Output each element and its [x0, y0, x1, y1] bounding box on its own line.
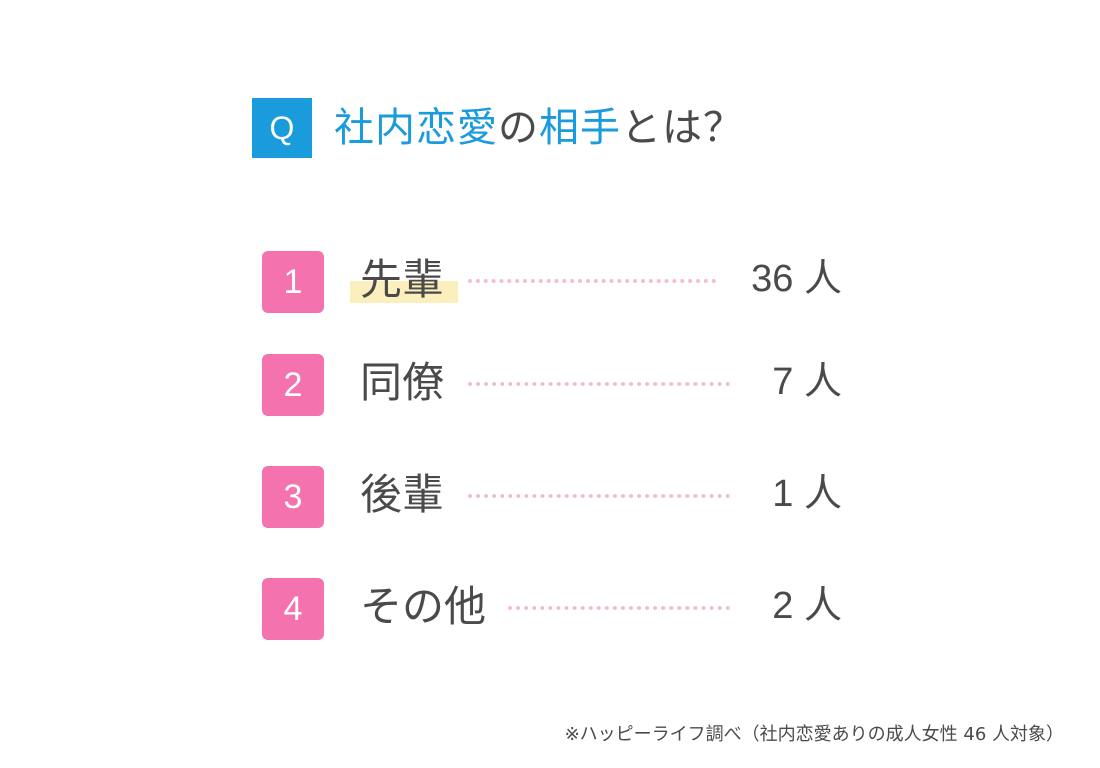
rank-number: 4	[262, 578, 324, 640]
rank-value: 1 人	[772, 473, 842, 515]
rank-number: 3	[262, 466, 324, 528]
title-part-partner: 相手	[539, 105, 621, 151]
ranking-row-1: 1 先輩 36 人	[262, 251, 842, 313]
ranking-row-4: 4 その他 2 人	[262, 578, 842, 640]
dotted-leader	[468, 279, 716, 283]
rank-label: 後輩	[360, 470, 445, 519]
title-part-no: の	[498, 105, 539, 151]
dotted-leader	[468, 494, 730, 498]
title-part-office-romance: 社内恋愛	[334, 105, 498, 151]
source-footnote: ※ハッピーライフ調べ（社内恋愛ありの成人女性 46 人対象）	[564, 724, 1064, 745]
dotted-leader	[468, 382, 730, 386]
rank-number: 2	[262, 354, 324, 416]
rank-label: その他	[360, 582, 487, 631]
rank-value: 2 人	[772, 585, 842, 627]
label-highlight	[350, 281, 458, 303]
rank-value: 36 人	[751, 258, 842, 300]
title-part-question: とは？	[621, 105, 744, 151]
page-title: 社内恋愛の相手とは？	[334, 98, 744, 158]
question-title: Q 社内恋愛の相手とは？	[252, 98, 744, 158]
question-badge: Q	[252, 98, 312, 158]
dotted-leader	[508, 606, 730, 610]
rank-label: 先輩	[360, 255, 445, 304]
rank-value: 7 人	[772, 361, 842, 403]
rank-label: 同僚	[360, 358, 445, 407]
ranking-row-3: 3 後輩 1 人	[262, 466, 842, 528]
ranking-row-2: 2 同僚 7 人	[262, 354, 842, 416]
rank-number: 1	[262, 251, 324, 313]
